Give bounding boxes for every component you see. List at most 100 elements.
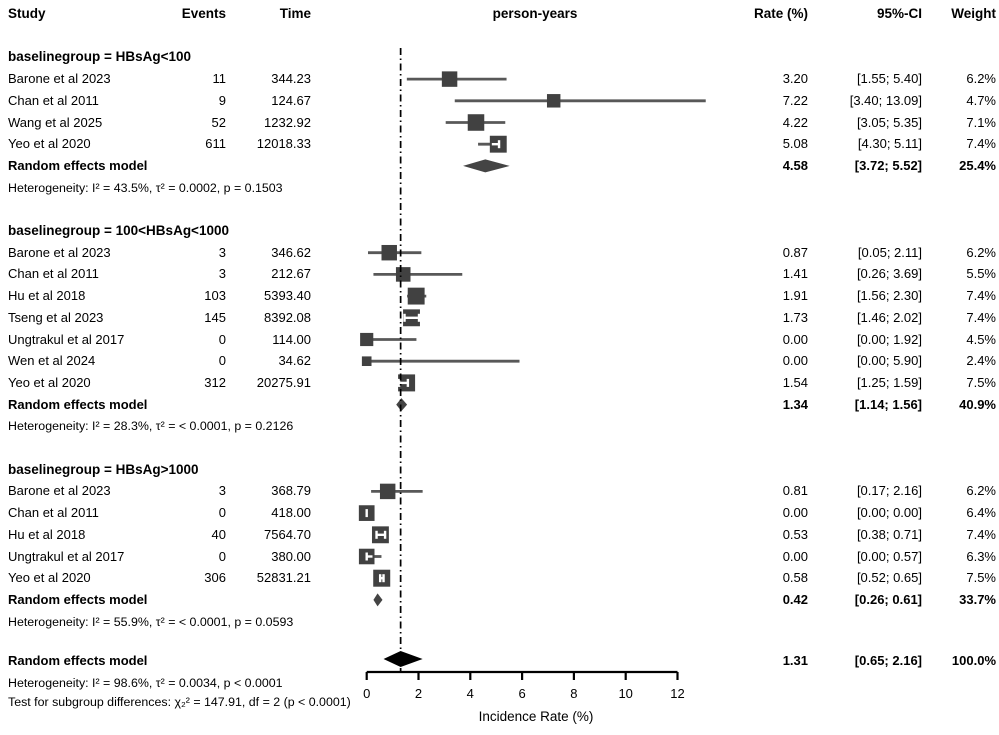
study-row: Barone et al 2023 3 346.62 0.87 [0.05; 2.11]… xyxy=(0,242,999,264)
weight-value: 6.2% xyxy=(966,244,996,260)
axis-tick-label: 4 xyxy=(466,686,474,701)
weight-value: 7.5% xyxy=(966,374,996,390)
time-value: 344.23 xyxy=(271,71,311,87)
study-name: Barone et al 2023 xyxy=(8,483,111,499)
study-row: Tseng et al 2023 145 8392.08 1.73 [1.46; 2.0… xyxy=(0,307,999,329)
time-value: 346.62 xyxy=(271,244,311,260)
time-value: 5393.40 xyxy=(264,288,311,304)
rate-value: 4.22 xyxy=(782,114,808,130)
rate-value: 4.58 xyxy=(782,157,808,173)
rate-value: 7.22 xyxy=(782,92,808,108)
rate-value: 0.53 xyxy=(782,526,808,542)
ci-value: [0.00; 0.00] xyxy=(856,505,922,521)
events-value: 0 xyxy=(218,505,226,521)
weight-value: 33.7% xyxy=(959,591,996,607)
inner-ci-white-line xyxy=(380,577,384,580)
study-name: Yeo et al 2020 xyxy=(8,136,91,152)
subgroup-summary-diamond xyxy=(396,398,408,412)
study-row: Chan et al 2011 3 212.67 1.41 [0.26; 3.69] 5.… xyxy=(0,263,999,285)
rate-value: 1.91 xyxy=(782,288,808,304)
weight-value: 7.1% xyxy=(966,114,996,130)
subgroup-title-row: baselinegroup = HBsAg>1000 xyxy=(0,459,999,481)
rate-value: 0.87 xyxy=(782,244,808,260)
weight-value: 100.0% xyxy=(951,653,996,668)
effect-square xyxy=(360,332,374,347)
ci-value: [0.00; 0.57] xyxy=(856,548,922,564)
time-value: 12018.33 xyxy=(256,136,311,152)
study-name: Wen et al 2024 xyxy=(8,353,96,369)
inner-ci-endpoint xyxy=(375,530,378,539)
rate-value: 0.00 xyxy=(782,548,808,564)
axis-tick-label: 6 xyxy=(518,686,526,701)
axis-tick-label: 10 xyxy=(618,686,633,701)
rate-value: 0.00 xyxy=(782,353,808,369)
ci-value: [1.56; 2.30] xyxy=(856,288,922,304)
events-value: 3 xyxy=(218,483,226,499)
effect-square xyxy=(546,94,561,108)
events-value: 3 xyxy=(218,266,226,282)
ci-value: [0.65; 2.16] xyxy=(854,653,922,668)
time-value: 380.00 xyxy=(271,548,311,564)
heterogeneity-note: Heterogeneity: I² = 28.3%, τ² = < 0.0001… xyxy=(8,419,294,434)
inner-ci-endpoint xyxy=(397,378,401,387)
ci-value: [1.46; 2.02] xyxy=(856,309,922,325)
heterogeneity-row: Heterogeneity: I² = 28.3%, τ² = < 0.0001… xyxy=(0,415,999,437)
subgroup-title: baselinegroup = HBsAg>1000 xyxy=(8,461,199,477)
subgroup-title-row: baselinegroup = HBsAg<100 xyxy=(0,46,999,68)
weight-value: 2.4% xyxy=(966,353,996,369)
study-row: Ungtrakul et al 2017 0 114.00 0.00 [0.00; 1.… xyxy=(0,329,999,351)
time-value: 212.67 xyxy=(271,266,311,282)
ci-value: [0.52; 0.65] xyxy=(856,570,922,586)
events-value: 0 xyxy=(218,353,226,369)
weight-value: 6.2% xyxy=(966,483,996,499)
study-name: Barone et al 2023 xyxy=(8,71,111,87)
weight-value: 40.9% xyxy=(959,396,996,412)
time-value: 52831.21 xyxy=(256,570,311,586)
ci-value: [0.17; 2.16] xyxy=(856,483,922,499)
study-row: Yeo et al 2020 312 20275.91 1.54 [1.25; 1.59… xyxy=(0,372,999,394)
heterogeneity-row: Heterogeneity: I² = 55.9%, τ² = < 0.0001… xyxy=(0,611,999,633)
summary-label: Random effects model xyxy=(8,591,148,607)
ci-value: [0.38; 0.71] xyxy=(856,526,922,542)
study-name: Yeo et al 2020 xyxy=(8,374,91,390)
effect-square xyxy=(441,71,458,87)
rate-value: 3.20 xyxy=(782,71,808,87)
study-row: Chan et al 2011 9 124.67 7.22 [3.40; 13.09] 4… xyxy=(0,90,999,112)
col-header-rate: Rate (%) xyxy=(753,6,808,21)
weight-value: 7.4% xyxy=(966,288,996,304)
time-value: 368.79 xyxy=(271,483,311,499)
inner-ci-endpoint xyxy=(378,574,382,583)
weight-value: 7.4% xyxy=(966,136,996,152)
summary-label: Random effects model xyxy=(8,653,148,668)
study-name: Chan et al 2011 xyxy=(8,505,99,521)
study-name: Ungtrakul et al 2017 xyxy=(8,548,125,564)
rate-value: 5.08 xyxy=(782,136,808,152)
col-header-person-years: person-years xyxy=(492,6,578,21)
subgroup-summary-row: Random effects model 1.34 [1.14; 1.56] 40.9… xyxy=(0,394,999,416)
overall-heterogeneity-row: Heterogeneity: I² = 98.6%, τ² = 0.0034, … xyxy=(0,672,999,694)
inner-ci-white-line xyxy=(405,316,418,319)
ci-value: [0.26; 3.69] xyxy=(856,266,922,282)
events-value: 312 xyxy=(204,374,226,390)
axis-title: Incidence Rate (%) xyxy=(478,709,594,724)
rate-value: 0.58 xyxy=(782,570,808,586)
study-row: Yeo et al 2020 306 52831.21 0.58 [0.52; 0.65… xyxy=(0,567,999,589)
weight-value: 6.2% xyxy=(966,71,996,87)
inner-ci-endpoint xyxy=(406,378,410,387)
events-value: 306 xyxy=(204,570,226,586)
effect-square xyxy=(407,287,425,305)
ci-value: [0.26; 0.61] xyxy=(854,591,922,607)
col-header-study: Study xyxy=(8,6,46,21)
time-value: 1232.92 xyxy=(264,114,311,130)
events-value: 52 xyxy=(211,114,226,130)
time-value: 20275.91 xyxy=(256,374,311,390)
subgroup-summary-row: Random effects model 0.42 [0.26; 0.61] 33.7… xyxy=(0,589,999,611)
inner-ci-endpoint xyxy=(365,509,368,518)
inner-ci-endpoint xyxy=(382,574,385,583)
study-name: Chan et al 2011 xyxy=(8,92,99,108)
inner-ci-white-line xyxy=(400,381,408,385)
axis-tick-label: 0 xyxy=(363,686,371,701)
events-value: 0 xyxy=(218,548,226,564)
ci-value: [3.40; 13.09] xyxy=(849,92,922,108)
ci-value: [1.25; 1.59] xyxy=(856,374,922,390)
